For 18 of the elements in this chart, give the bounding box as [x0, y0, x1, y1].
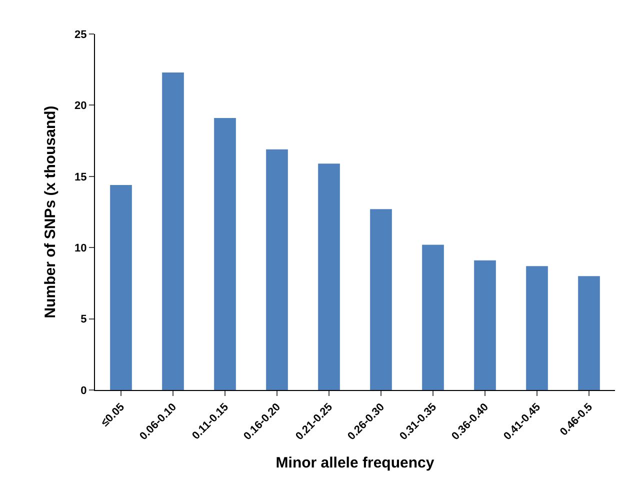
- bar: [110, 184, 132, 390]
- y-axis-title: Number of SNPs (x thousand): [42, 106, 59, 318]
- bar: [266, 149, 288, 390]
- bar: [422, 244, 444, 390]
- bar: [318, 164, 340, 390]
- x-axis-title: Minor allele frequency: [276, 454, 435, 472]
- bar: [162, 72, 184, 390]
- y-tick-label: 0: [80, 384, 87, 397]
- y-tick-label: 15: [74, 171, 87, 184]
- bar: [214, 118, 236, 390]
- bar: [474, 260, 496, 390]
- y-tick-label: 5: [80, 314, 87, 326]
- y-tick-label: 20: [74, 100, 87, 112]
- bar: [370, 209, 392, 390]
- y-tick-label: 10: [74, 242, 87, 254]
- y-tick-label: 25: [74, 28, 87, 41]
- bar: [526, 266, 548, 390]
- bar: [578, 276, 600, 390]
